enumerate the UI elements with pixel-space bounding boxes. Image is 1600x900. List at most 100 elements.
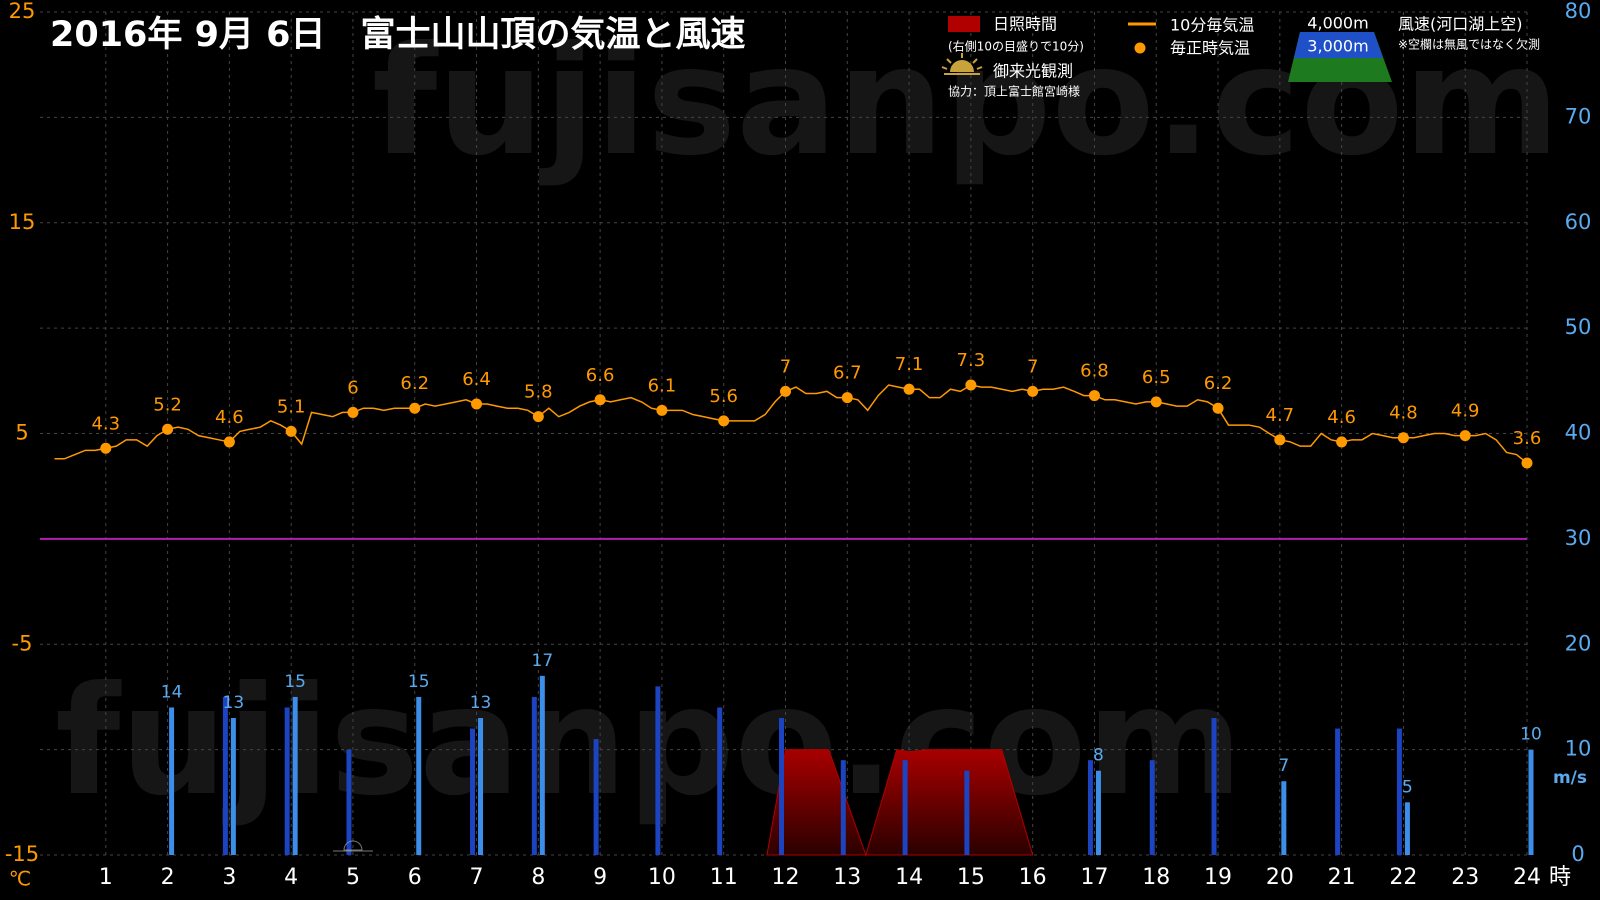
x-tick-label: 9: [593, 865, 607, 890]
temp-label: 7: [1027, 356, 1038, 377]
wind-label: 5: [1402, 777, 1413, 797]
y2-tick-label: 80: [1565, 0, 1592, 23]
wind-bar: [531, 696, 537, 855]
wind-bar: [230, 718, 236, 855]
wind-bar: [1396, 728, 1402, 855]
legend-label: 毎正時気温: [1170, 39, 1250, 58]
temp-point: [594, 394, 606, 406]
x-tick-label: 7: [470, 865, 484, 890]
wind-label: 15: [408, 672, 430, 692]
temp-point: [1027, 385, 1039, 397]
x-tick-label: 14: [895, 865, 923, 890]
wind-bar: [840, 760, 846, 855]
wind-bar: [964, 770, 970, 855]
text-layer: 2016年 9月 6日 富士山山頂の気温と風速 御来光観測 協力：頂上富士館宮崎…: [5, 0, 1592, 891]
temp-label: 5.6: [709, 386, 738, 407]
wind-bar: [1335, 728, 1341, 855]
temp-point: [471, 398, 483, 410]
wind-bar: [470, 728, 476, 855]
wind-bar: [416, 696, 422, 855]
y-tick-label: -5: [12, 631, 33, 655]
x-tick-label: 1: [99, 865, 113, 890]
chart-title: 2016年 9月 6日 富士山山頂の気温と風速: [50, 14, 746, 55]
temp-label: 5.8: [524, 382, 553, 403]
temp-label: 7.3: [957, 350, 986, 371]
y2-tick-label: 60: [1565, 210, 1592, 234]
temp-point: [347, 406, 359, 418]
temp-point: [285, 425, 297, 437]
temp-point: [100, 442, 112, 454]
wind-bar: [1087, 760, 1093, 855]
temp-label: 7: [780, 356, 791, 377]
legend-label: 10分毎気温: [1170, 16, 1254, 35]
wind-label: 13: [470, 693, 492, 713]
temp-point: [718, 415, 730, 427]
temp-point: [1397, 432, 1409, 444]
wind-label: 15: [284, 672, 306, 692]
temp-label: 6.7: [833, 363, 862, 384]
x-tick-label: 6: [408, 865, 422, 890]
wind-legend-title: 風速(河口湖上空): [1398, 15, 1523, 34]
temp-label: 4.8: [1389, 403, 1418, 424]
temp-point: [223, 436, 235, 448]
temp-point: [780, 385, 791, 397]
wind-label: 10: [1520, 725, 1542, 745]
x-tick-label: 19: [1204, 865, 1232, 890]
y-tick-label: 25: [9, 0, 36, 23]
temp-label: 3.6: [1513, 428, 1542, 449]
x-tick-label: 15: [957, 865, 985, 890]
temp-point: [1274, 434, 1286, 446]
temp-label: 4.7: [1266, 405, 1295, 426]
x-tick-label: 24: [1513, 865, 1541, 890]
x-unit: 時: [1549, 865, 1571, 890]
y-tick-label: 5: [15, 421, 28, 445]
sunrise-icon: [941, 53, 983, 75]
temp-label: 6.4: [462, 369, 491, 390]
wind-label: 17: [532, 651, 554, 671]
x-tick-label: 2: [161, 865, 175, 890]
temp-label: 4.9: [1451, 401, 1480, 422]
y2-tick-label: 50: [1565, 315, 1592, 339]
temp-label: 6.6: [586, 365, 615, 386]
temp-point: [1088, 390, 1100, 402]
mountain-icon: [1288, 32, 1392, 82]
x-tick-label: 3: [222, 865, 236, 890]
legend-label: 日照時間: [993, 15, 1057, 34]
wind-bar: [292, 696, 298, 855]
wind-bar: [717, 707, 723, 855]
wind-bar: [593, 739, 599, 855]
temp-point: [532, 411, 544, 423]
temp-label: 7.1: [895, 354, 924, 375]
sunrise-label: 御来光観測: [993, 62, 1073, 81]
y2-tick-label: 30: [1565, 526, 1592, 550]
wind-bar: [1281, 781, 1287, 855]
x-tick-label: 18: [1142, 865, 1170, 890]
wind-bar: [779, 718, 784, 855]
y2-tick-label: 10: [1565, 737, 1592, 761]
x-tick-label: 23: [1451, 865, 1479, 890]
temp-point: [656, 404, 668, 416]
temp-label: 6.2: [1204, 373, 1233, 394]
x-tick-label: 4: [284, 865, 298, 890]
y-unit: ℃: [9, 867, 31, 891]
y2-tick-label: 0: [1571, 842, 1584, 866]
x-tick-label: 13: [833, 865, 861, 890]
y2-tick-label: 20: [1565, 631, 1592, 655]
temp-label: 6.1: [648, 375, 677, 396]
x-tick-label: 11: [710, 865, 738, 890]
temp-label: 4.6: [1327, 407, 1356, 428]
credit: 協力：頂上富士館宮崎様: [948, 84, 1080, 99]
wind-bar: [1404, 802, 1410, 855]
x-tick-label: 8: [531, 865, 545, 890]
temp-label: 5.1: [277, 396, 306, 417]
temp-point: [965, 379, 977, 391]
temp-point: [841, 392, 853, 404]
y-tick-label: -15: [5, 842, 39, 866]
wind-bar: [346, 749, 352, 855]
y2-tick-label: 40: [1565, 421, 1592, 445]
temp-point: [1212, 402, 1224, 414]
wind-bar: [284, 707, 290, 855]
temp-label: 6.8: [1080, 361, 1109, 382]
legend-note: (右側10の目盛りで10分): [948, 39, 1084, 54]
